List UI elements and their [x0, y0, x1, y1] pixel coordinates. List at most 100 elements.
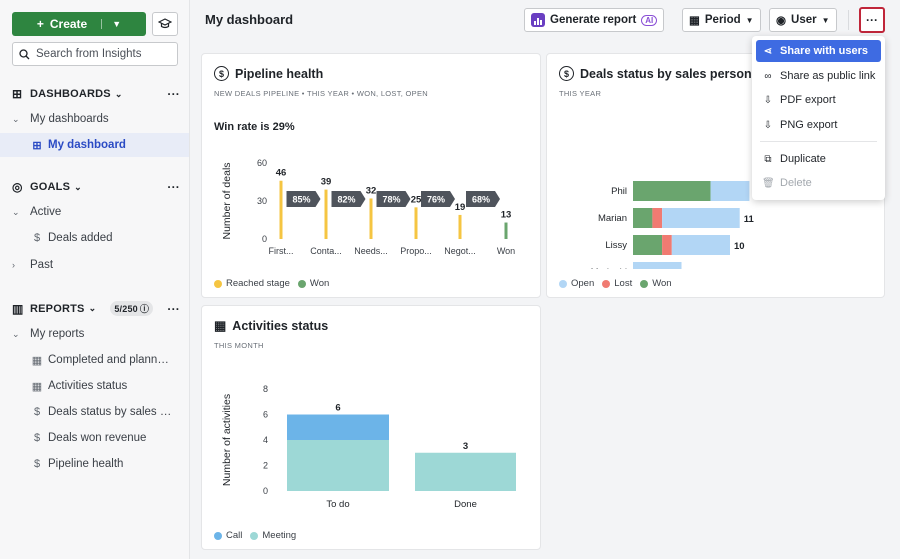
bar-segment [662, 235, 672, 255]
dollar-icon: $ [33, 232, 41, 244]
more-options-menu: ⋖ Share with users ∞ Share as public lin… [752, 36, 885, 200]
x-tick-label: To do [326, 499, 349, 510]
sidebar-item-label: Past [30, 259, 54, 271]
sidebar-item-deals-added[interactable]: $ Deals added [0, 226, 189, 250]
calendar-icon: ▦ [214, 318, 227, 333]
sidebar-item-past[interactable]: › Past [0, 253, 189, 277]
dashboard-grid-icon: ⊞ [12, 87, 23, 101]
sidebar-item-label: Completed and planne... [48, 354, 172, 366]
reports-count: 5/250 [114, 303, 138, 314]
bar-segment [287, 440, 389, 491]
bar-chart-icon: ▥ [12, 301, 24, 316]
search-box[interactable] [12, 42, 178, 66]
menu-item-share-with-users[interactable]: ⋖ Share with users [756, 40, 881, 62]
x-tick-label: Needs... [354, 246, 388, 256]
target-icon: ◎ [12, 180, 23, 194]
pipeline-chart: Number of deals 0 30 60 46 First... 39 Conta...… [221, 158, 515, 256]
sidebar-item-my-dashboards[interactable]: ⌄ My dashboards [0, 107, 189, 131]
y-tick-label: 6 [263, 410, 268, 420]
legend-swatch [214, 279, 222, 288]
menu-item-label: Share as public link [780, 70, 876, 82]
legend-item: Lost [602, 278, 632, 289]
goals-section-header[interactable]: ◎ GOALS ⌄ ··· [12, 180, 180, 194]
bar-segment [671, 235, 730, 255]
menu-item-pdf-export[interactable]: ⇩ PDF export [756, 89, 881, 111]
dashboards-more-button[interactable]: ··· [167, 87, 180, 101]
dollar-icon: $ [214, 66, 229, 81]
goals-more-button[interactable]: ··· [167, 180, 180, 194]
y-axis-label: Number of activities [221, 394, 233, 486]
academy-button[interactable] [152, 12, 178, 36]
search-input[interactable] [36, 48, 166, 60]
conversion-label: 68% [472, 195, 490, 205]
period-filter-button[interactable]: ▦ Period ▼ [682, 8, 761, 32]
legend-item: Call [214, 530, 242, 541]
sidebar-item-label: Deals added [48, 232, 113, 244]
sidebar-item-report[interactable]: $ Deals status by sales p... [0, 400, 189, 424]
x-tick-label: Negot... [444, 246, 476, 256]
sidebar-item-report[interactable]: $ Deals won revenue [0, 426, 189, 450]
generate-report-label: Generate report [550, 14, 637, 26]
pipeline-title: Pipeline health [235, 66, 324, 81]
x-tick-label: Won [497, 246, 515, 256]
pipeline-health-card[interactable]: $ Pipeline health NEW DEALS PIPELINE • T… [201, 53, 541, 298]
sidebar-item-report[interactable]: $ Pipeline health [0, 452, 189, 476]
sidebar-item-active[interactable]: ⌄ Active [0, 200, 189, 224]
sidebar-item-label: My dashboards [30, 113, 109, 125]
ai-badge: AI [641, 14, 658, 26]
menu-item-duplicate[interactable]: ⧉ Duplicate [756, 148, 881, 170]
x-tick-label: Done [454, 499, 477, 510]
calendar-icon: ▦ [31, 354, 43, 367]
legend-label: Lost [614, 278, 633, 289]
reports-section-header[interactable]: ▥ REPORTS ⌄ 5/250 ⓘ ··· [12, 301, 180, 316]
bar [369, 198, 373, 239]
bar [414, 207, 418, 239]
sidebar-item-report[interactable]: ▦ Completed and planne... [0, 348, 189, 372]
chevron-down-icon: ⌄ [114, 88, 123, 99]
conversion-arrow [331, 191, 366, 207]
conversion-arrow [466, 191, 500, 207]
data-label: 5 [686, 268, 692, 269]
topbar: My dashboard Generate report AI ▦ Period… [190, 0, 900, 40]
create-label: Create [49, 17, 88, 31]
dashboards-section-header[interactable]: ⊞ DASHBOARDS ⌄ ··· [12, 87, 180, 101]
conversion-label: 78% [382, 195, 400, 205]
activities-status-card[interactable]: ▦ Activities status THIS MONTH Number of… [201, 305, 541, 550]
sidebar-item-my-reports[interactable]: ⌄ My reports [0, 322, 189, 346]
reports-more-button[interactable]: ··· [167, 301, 180, 316]
legend-label: Meeting [262, 530, 297, 541]
legend-label: Open [571, 278, 595, 289]
graduation-cap-icon [158, 18, 172, 29]
legend-swatch [602, 279, 611, 288]
y-tick-label: Marian [598, 213, 627, 224]
user-filter-button[interactable]: ◉ User ▼ [769, 8, 837, 32]
calendar-icon: ▦ [31, 380, 43, 393]
legend-item: Won [640, 278, 672, 289]
bar-segment [633, 262, 682, 269]
legend-swatch [559, 279, 567, 288]
legend-item: Won [297, 278, 329, 289]
chevron-down-icon[interactable]: ▼ [101, 19, 121, 29]
menu-item-share-public-link[interactable]: ∞ Share as public link [756, 65, 881, 87]
menu-item-png-export[interactable]: ⇩ PNG export [756, 114, 881, 136]
legend-swatch [250, 531, 259, 540]
conversion-arrow [286, 191, 321, 207]
data-label: 19 [455, 202, 466, 213]
chevron-down-icon: ⌄ [12, 206, 20, 217]
deals-status-title: Deals status by sales person [580, 66, 752, 81]
create-button[interactable]: + Create ▼ [12, 12, 146, 36]
toolbar-divider [848, 10, 849, 30]
sidebar-item-my-dashboard[interactable]: ⊞ My dashboard [0, 133, 189, 157]
conversion-arrow [376, 191, 411, 207]
dollar-icon: $ [559, 66, 574, 81]
data-label: 13 [501, 210, 512, 221]
data-label: 3 [463, 441, 468, 452]
y-tick-label: Phil [611, 186, 627, 197]
bar [324, 189, 328, 239]
dollar-icon: $ [33, 406, 41, 418]
sidebar-item-report[interactable]: ▦ Activities status [0, 374, 189, 398]
generate-report-button[interactable]: Generate report AI [524, 8, 665, 32]
more-options-button[interactable]: ··· [859, 7, 885, 33]
bar-segment [652, 208, 663, 228]
data-label: 6 [335, 403, 340, 414]
